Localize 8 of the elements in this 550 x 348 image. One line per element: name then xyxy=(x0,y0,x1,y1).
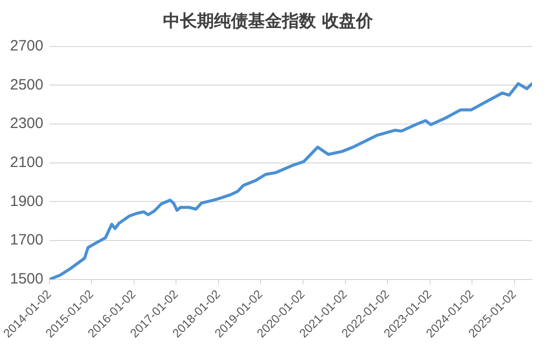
y-tick-label: 1900 xyxy=(10,192,44,210)
y-tick-label: 2100 xyxy=(10,154,44,172)
y-tick-label: 1700 xyxy=(10,232,44,249)
chart-title: 中长期纯债基金指数 收盘价 xyxy=(163,12,374,32)
y-tick-label: 1500 xyxy=(10,270,44,288)
y-tick-label: 2300 xyxy=(10,115,44,132)
y-tick-label: 2700 xyxy=(10,38,44,55)
y-tick-label: 2500 xyxy=(10,76,44,94)
